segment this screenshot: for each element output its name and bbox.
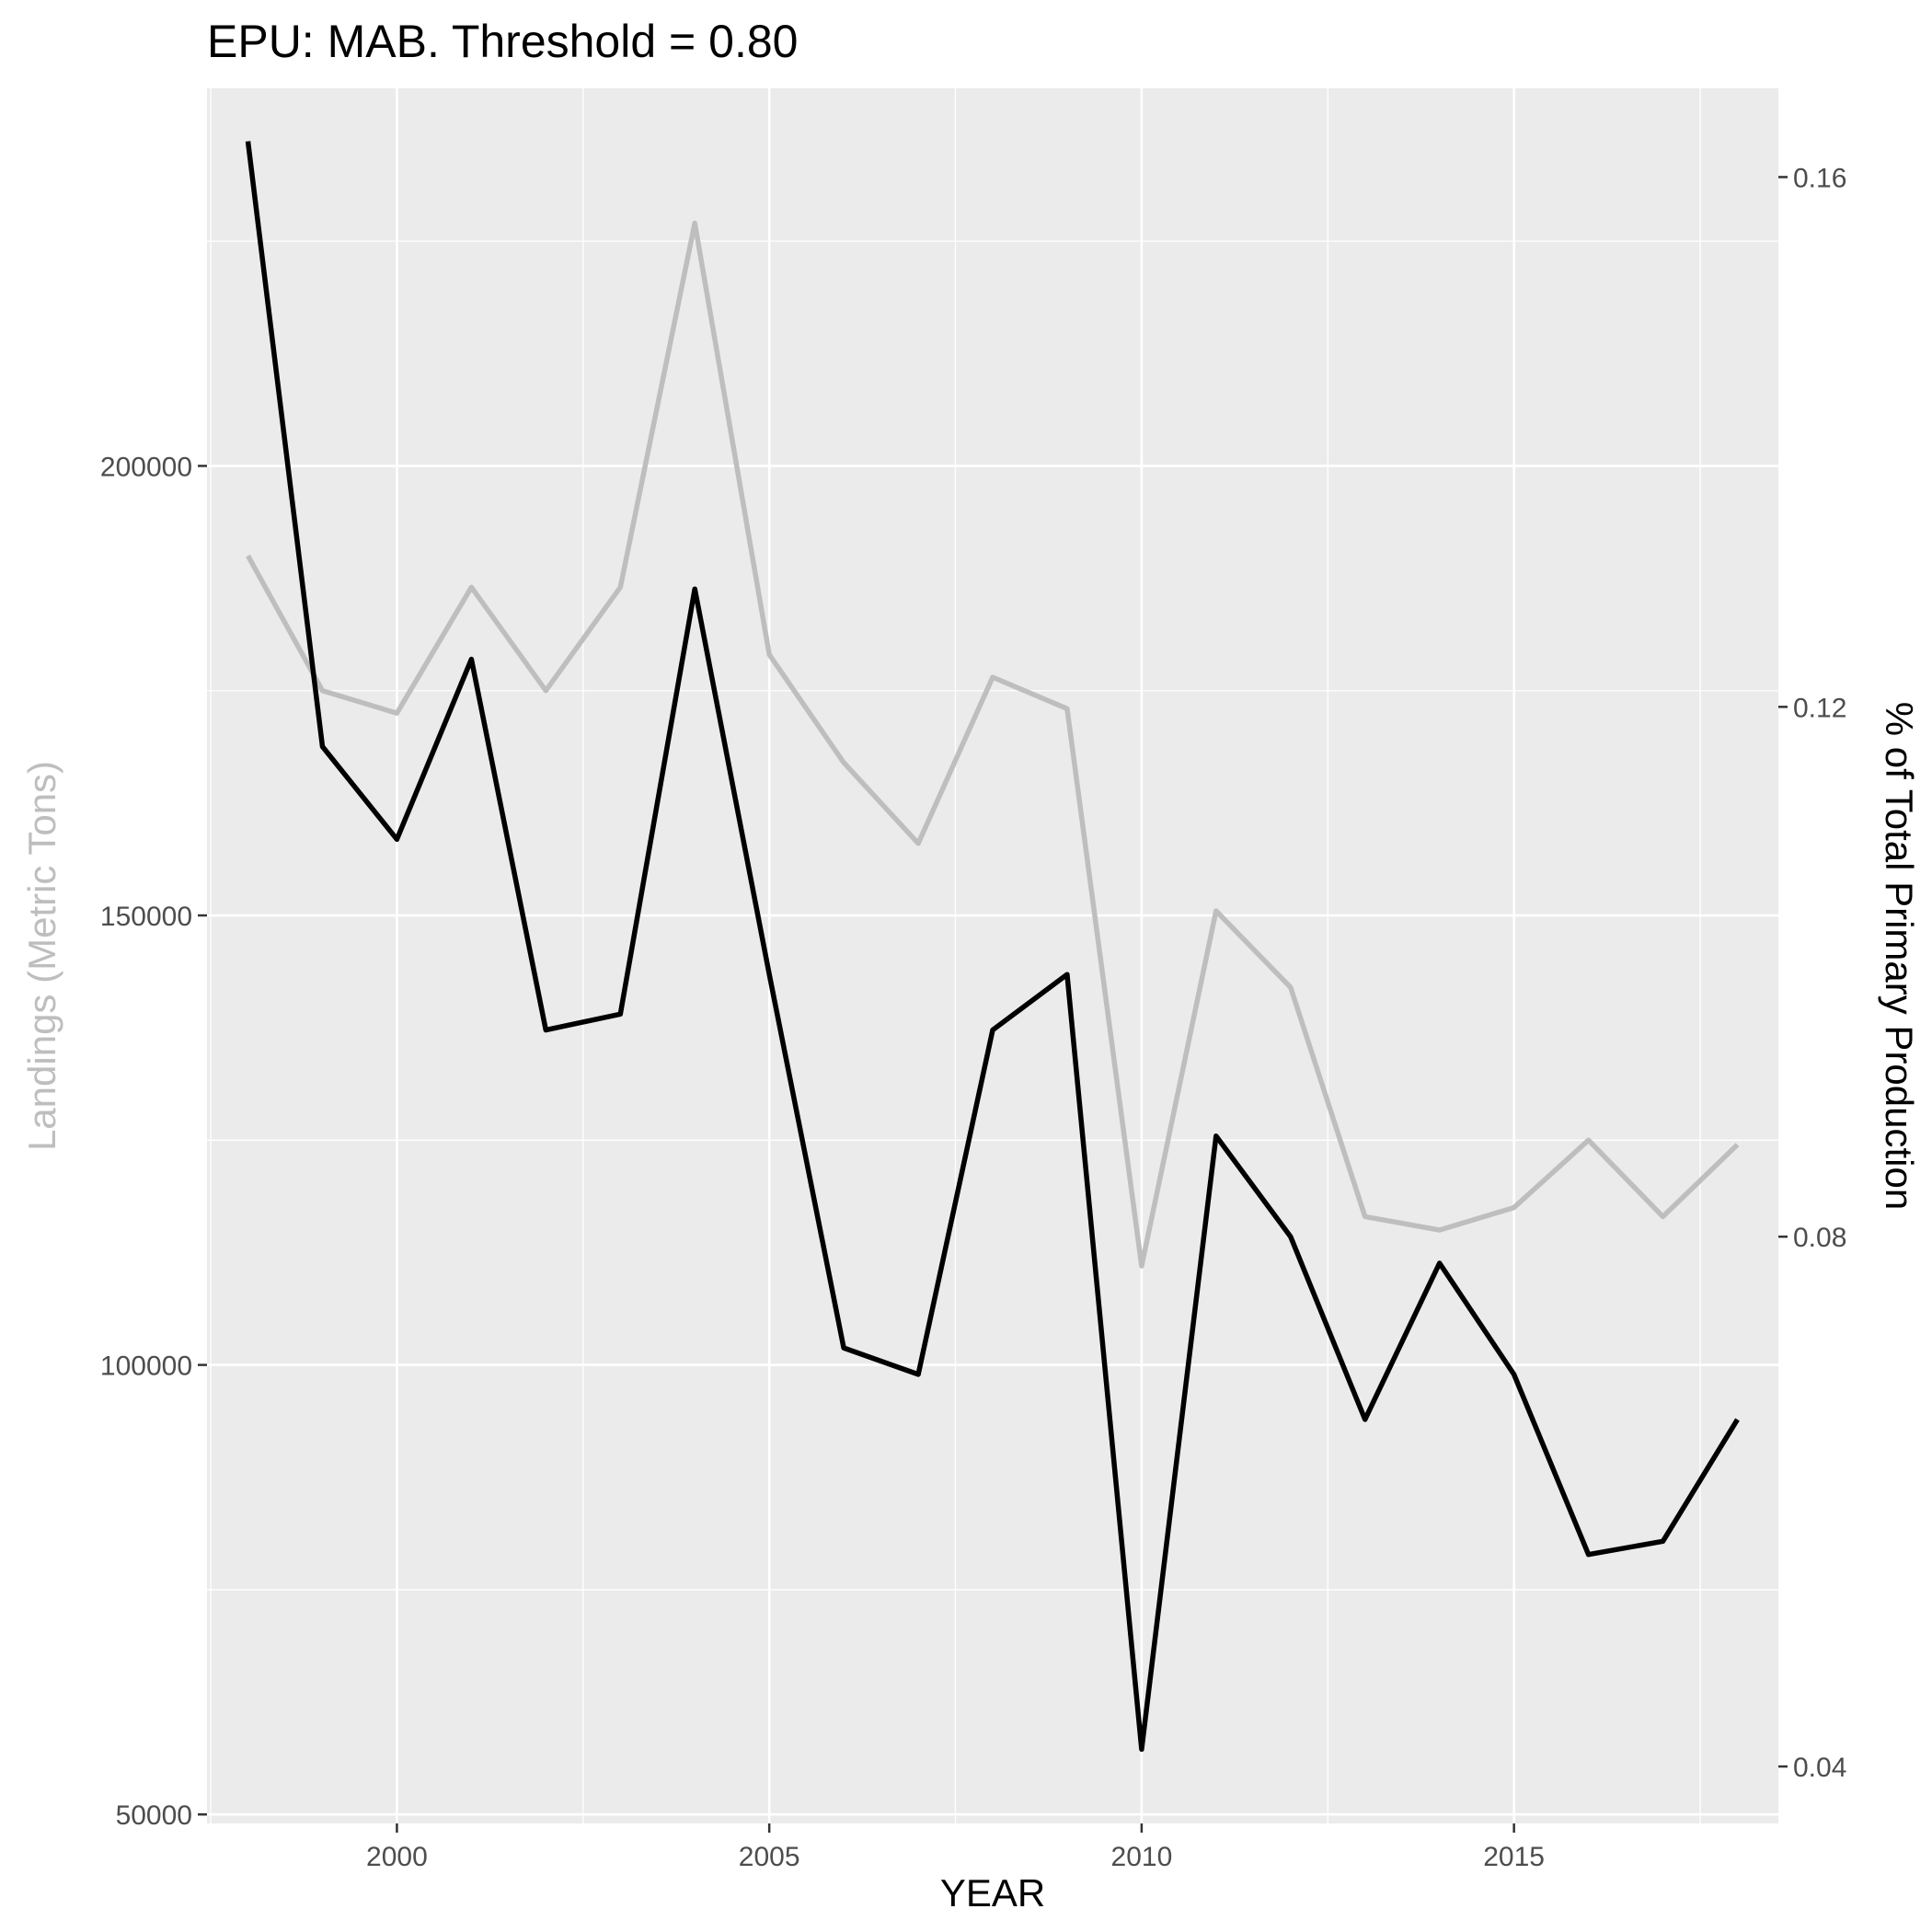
y-right-tick-label: 0.08 [1793,1223,1846,1253]
chart-title: EPU: MAB. Threshold = 0.80 [207,16,798,67]
grid-lines [207,88,1778,1823]
x-tick-label: 2010 [1111,1842,1173,1872]
y-axis-left: 50000 100000 150000 200000 [100,452,207,1831]
x-axis: 2000 2005 2010 2015 [366,1823,1545,1872]
y-axis-right: 0.04 0.08 0.12 0.16 [1778,163,1846,1783]
y-left-tick-label: 50000 [116,1800,192,1831]
landings-line [246,220,1740,1269]
x-axis-title: YEAR [940,1871,1045,1915]
landings-series [246,220,1740,1269]
y-right-tick-label: 0.16 [1793,163,1846,193]
percent-series [245,141,1740,1753]
y-left-tick-label: 150000 [100,902,192,932]
y-axis-right-title: % of Total Primary Production [1878,702,1921,1210]
x-tick-label: 2005 [739,1842,800,1872]
x-tick-label: 2000 [366,1842,428,1872]
x-tick-label: 2015 [1483,1842,1545,1872]
y-axis-left-title: Landings (Metric Tons) [20,761,63,1151]
y-right-tick-label: 0.12 [1793,693,1846,723]
plot-panel [207,88,1778,1823]
y-left-tick-label: 100000 [100,1351,192,1382]
y-left-tick-label: 200000 [100,452,192,482]
percent-line [245,141,1740,1753]
y-right-tick-label: 0.04 [1793,1753,1846,1783]
